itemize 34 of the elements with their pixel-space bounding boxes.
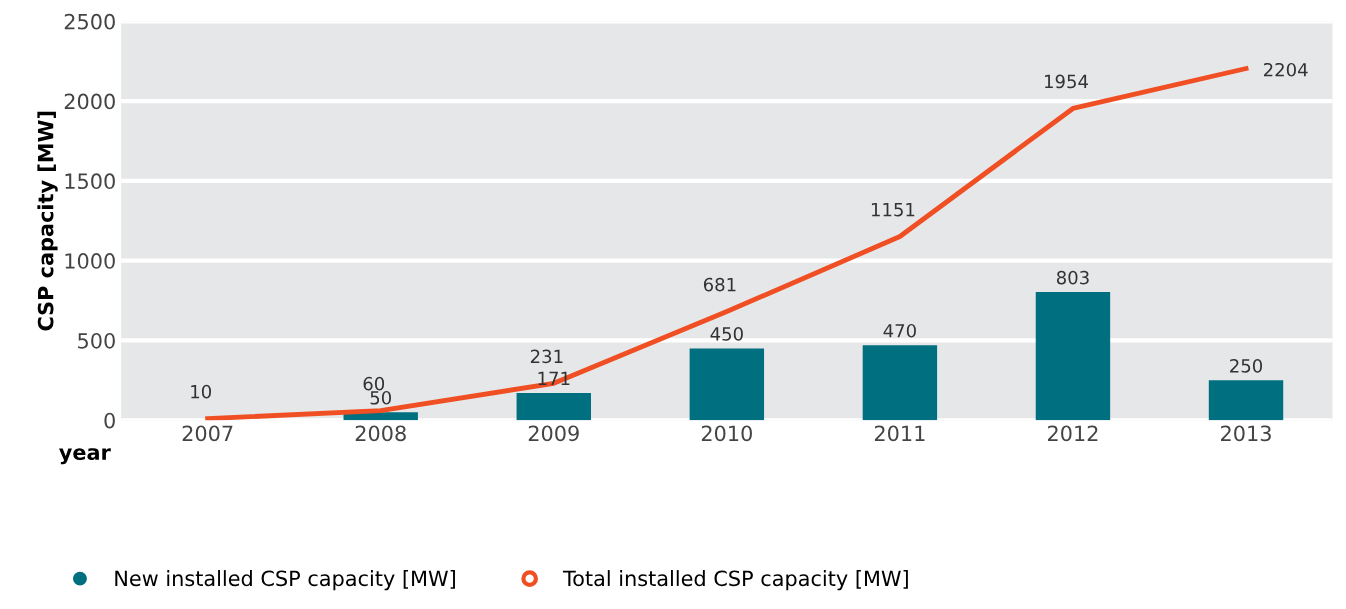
y-tick-label: 500 [78,332,115,349]
data-label: 50 [370,390,392,405]
x-tick-label: 2010 [701,425,752,442]
y-tick-label: 2000 [64,93,115,110]
bar [1208,380,1284,421]
data-label: 1954 [1045,74,1088,89]
data-label: 1151 [871,202,915,217]
x-tick-label: 2007 [182,425,233,442]
y-tick-label: 1500 [65,173,115,190]
y-tick-label: 0 [104,412,115,429]
legend-label: New installed CSP capacity [MW] [115,570,455,591]
data-label: 2204 [1264,62,1308,77]
data-label: 470 [883,323,916,338]
x-tick-label: 2011 [874,425,925,442]
data-label: 681 [703,277,736,292]
x-tick-label: 2008 [355,425,406,442]
data-label: 231 [530,349,563,364]
data-label: 60 [363,376,385,391]
data-label: 250 [1230,359,1263,373]
x-tick-label: 2013 [1221,425,1271,442]
bar [516,392,591,421]
y-tick-label: 2500 [64,13,115,30]
bar [689,348,765,421]
y-tick-label: 1000 [65,253,115,269]
bar [1035,292,1111,421]
y-axis-title: CSP capacity [MW] [37,111,58,331]
data-label: 450 [710,327,743,341]
bar [862,345,938,421]
data-label: 803 [1056,270,1089,285]
x-tick-label: 2012 [1047,425,1098,442]
x-axis-title: year [59,448,111,465]
data-label: 10 [191,384,212,399]
x-tick-label: 2009 [528,425,579,442]
legend-label: Total installed CSP capacity [MW] [562,570,908,591]
